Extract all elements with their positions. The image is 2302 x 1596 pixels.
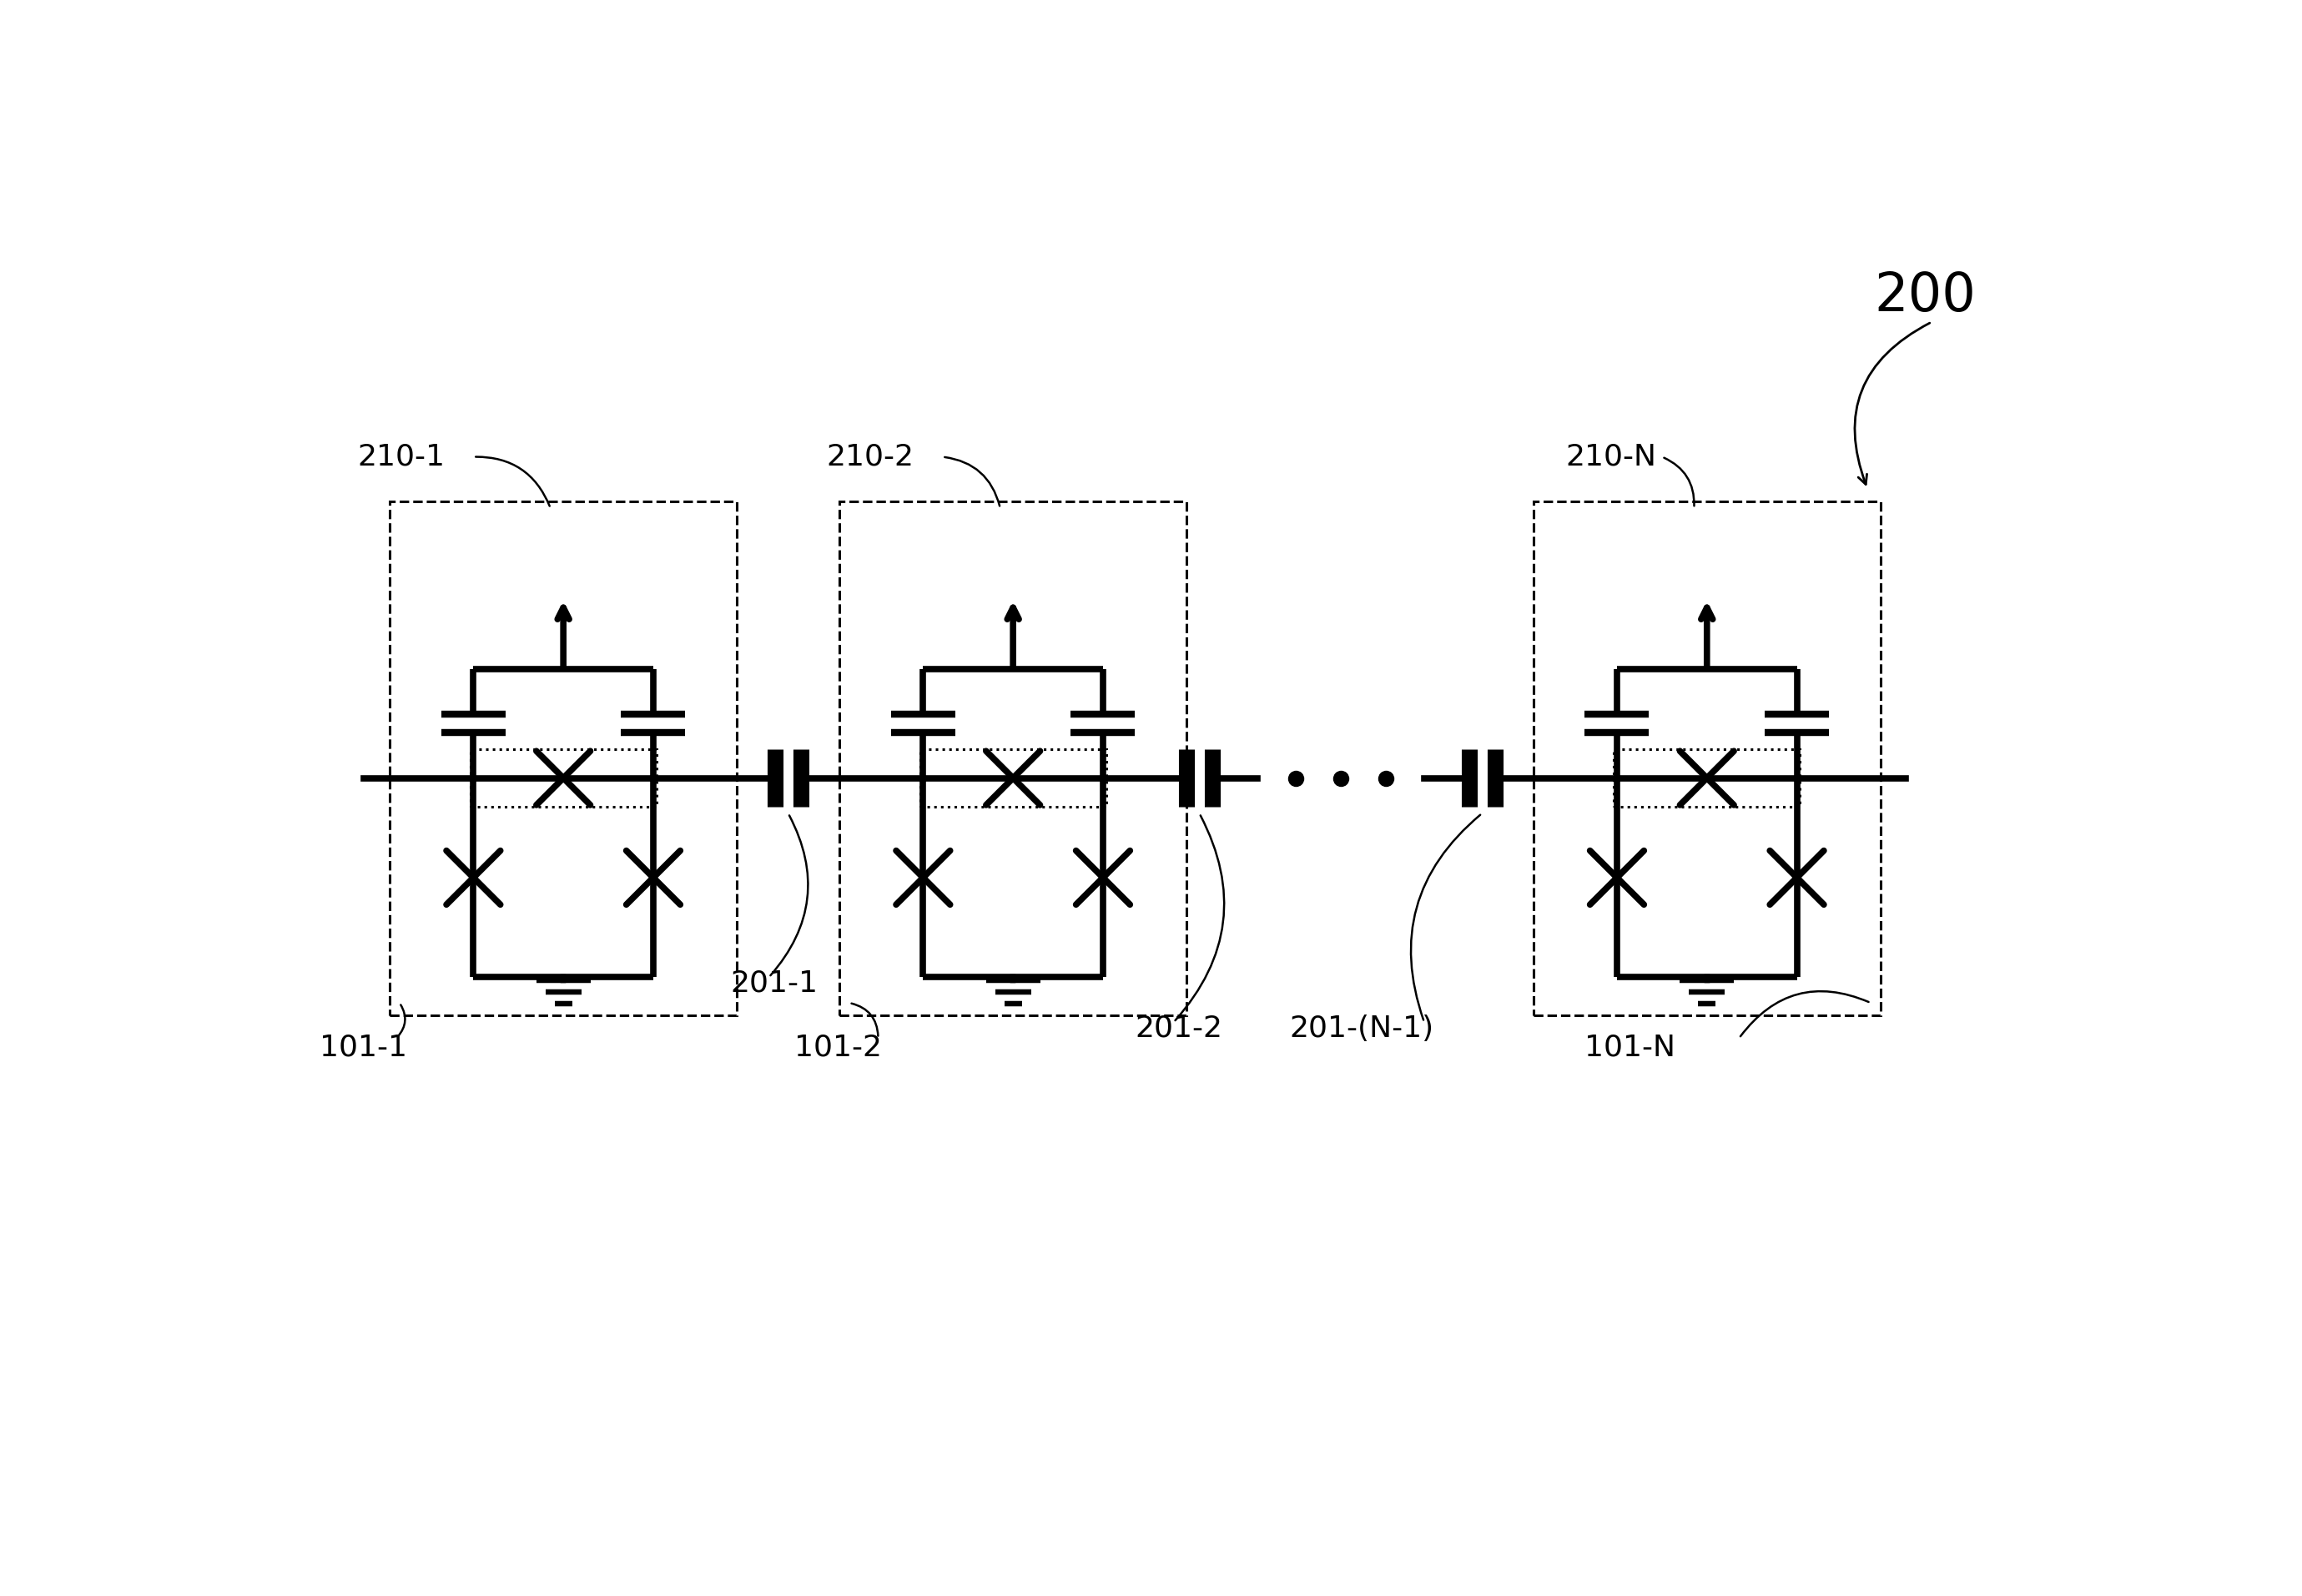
Text: 200: 200	[1874, 270, 1975, 322]
Text: 201-(N-1): 201-(N-1)	[1289, 1015, 1434, 1042]
Text: 201-1: 201-1	[730, 969, 817, 998]
Text: 101-N: 101-N	[1584, 1034, 1676, 1061]
Text: 210-1: 210-1	[357, 442, 444, 471]
Text: 210-2: 210-2	[826, 442, 914, 471]
Text: 210-N: 210-N	[1565, 442, 1657, 471]
Text: 201-2: 201-2	[1135, 1015, 1222, 1042]
Text: 101-1: 101-1	[320, 1034, 407, 1061]
Text: 101-2: 101-2	[794, 1034, 882, 1061]
